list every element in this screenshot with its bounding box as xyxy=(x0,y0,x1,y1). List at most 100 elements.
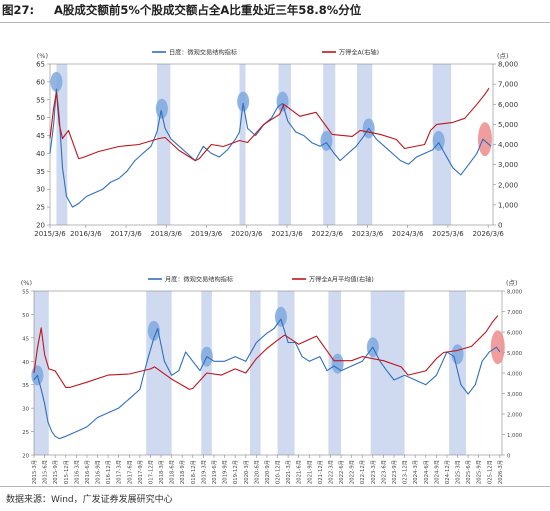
x-tick-label: 2022-12月 xyxy=(359,460,366,484)
x-tick-label: 2026-3月 xyxy=(497,460,504,484)
y2-tick-label: 0 xyxy=(498,222,502,230)
plot-frame xyxy=(33,290,503,456)
x-tick-label: 2023/3/6 xyxy=(352,230,384,238)
highlight-marker-1 xyxy=(155,98,168,119)
x-tick-label: 2025-3月 xyxy=(455,460,462,484)
highlight-marker-7 xyxy=(490,330,505,365)
x-tick-label: 2021-6月 xyxy=(296,460,303,484)
monthly-chart: 20 25 30 35 40 45 50 55 0 1,000 2,000 3,000 4,000 5,0… xyxy=(21,275,523,484)
x-tick-label: 2017-12月 xyxy=(147,460,154,484)
y-tick-label: 20 xyxy=(36,222,45,230)
x-tick-label: 2023-3月 xyxy=(370,460,377,484)
y-tick-label: 30 xyxy=(36,186,45,194)
x-tick-label: 2023-12月 xyxy=(402,460,409,484)
x-tick-label: 2020-9月 xyxy=(264,460,271,484)
x-tick-label: 2025-12月 xyxy=(486,460,493,484)
series-line-index xyxy=(49,87,490,162)
y2-tick-label: 0 xyxy=(507,454,511,460)
x-tick-label: 2020-3月 xyxy=(243,460,250,484)
x-tick-label: 2019-12月 xyxy=(232,460,239,484)
figure-title: A股成交额前5%个股成交额占全A比重处近三年58.8%分位 xyxy=(54,3,362,17)
y2-tick-label: 5,000 xyxy=(498,121,518,129)
x-tick-label: 2016/3/6 xyxy=(70,230,102,238)
x-tick-label: 2018-6月 xyxy=(169,460,176,484)
y-tick-label: 25 xyxy=(36,204,45,212)
daily-chart: 20 25 30 35 40 45 50 55 60 65 0 1,000 2,000 3,000 4,00… xyxy=(34,48,518,238)
x-tick-label: 2018-9月 xyxy=(179,460,186,484)
x-tick-label: 2015/3/6 xyxy=(34,230,66,238)
series-line-index xyxy=(33,315,499,390)
x-tick-label: 2026/3/6 xyxy=(472,230,504,238)
highlight-marker-0 xyxy=(50,71,63,92)
x-tick-label: 2021-3月 xyxy=(285,460,292,484)
y2-tick-label: 2,000 xyxy=(498,181,518,189)
y-tick-label: 50 xyxy=(22,313,29,319)
y2-tick-label: 6,000 xyxy=(498,101,518,109)
x-tick-label: 2022/3/6 xyxy=(312,230,344,238)
y2-tick-label: 5,000 xyxy=(507,351,523,357)
x-tick-label: 2020/3/6 xyxy=(231,230,263,238)
y-tick-label: 30 xyxy=(22,407,29,413)
y2-tick-label: 7,000 xyxy=(498,81,518,89)
shaded-period-1 xyxy=(146,291,172,455)
x-tick-label: 2019-3月 xyxy=(200,460,207,484)
legend-label: 万得全A(右轴) xyxy=(339,48,379,56)
y2-tick-label: 2,000 xyxy=(507,413,523,419)
y-tick-label: 35 xyxy=(22,383,29,389)
chart-area: 20 25 30 35 40 45 50 55 60 65 0 1,000 2,000 3,000 4,00… xyxy=(21,48,523,484)
x-tick-label: 2025-6月 xyxy=(465,460,472,484)
y2-tick-label: 1,000 xyxy=(507,433,523,439)
y2-tick-label: 8,000 xyxy=(507,290,523,296)
legend-label: 日度：微观交易结构指标 xyxy=(169,48,237,56)
plot-frame xyxy=(49,63,494,226)
highlight-marker-6 xyxy=(451,344,464,365)
y2-tick-label: 3,000 xyxy=(507,392,523,398)
x-tick-label: 2024-9月 xyxy=(433,460,440,484)
y-tick-label: 40 xyxy=(22,360,29,366)
x-tick-label: 2017-6月 xyxy=(126,460,133,484)
shaded-period-1 xyxy=(157,64,171,225)
shaded-period-5 xyxy=(328,291,342,455)
x-tick-label: 2015-9月 xyxy=(52,460,59,484)
shaded-period-3 xyxy=(250,291,261,455)
x-tick-label: 2025/3/6 xyxy=(432,230,464,238)
x-tick-label: 2015-3月 xyxy=(31,460,38,484)
x-tick-label: 2019-9月 xyxy=(222,460,229,484)
x-tick-label: 2022-6月 xyxy=(338,460,345,484)
right-axis-unit: (点) xyxy=(497,52,509,60)
shaded-period-6 xyxy=(370,291,405,455)
x-tick-label: 2021/3/6 xyxy=(271,230,303,238)
highlight-marker-7 xyxy=(477,122,492,157)
x-tick-label: 2024/3/6 xyxy=(392,230,424,238)
y-tick-label: 20 xyxy=(22,454,29,460)
shaded-period-3 xyxy=(278,64,292,225)
x-tick-label: 2016-9月 xyxy=(95,460,102,484)
highlight-marker-3 xyxy=(276,91,289,112)
y-tick-label: 55 xyxy=(22,290,29,296)
y2-tick-label: 4,000 xyxy=(507,372,523,378)
y-tick-label: 25 xyxy=(22,430,29,436)
shaded-period-0 xyxy=(56,64,68,225)
y-tick-label: 35 xyxy=(36,168,45,176)
x-tick-label: 2024-6月 xyxy=(423,460,430,484)
x-tick-label: 2022-9月 xyxy=(349,460,356,484)
x-tick-label: 2015-12月 xyxy=(63,460,70,484)
x-tick-label: 2018-3月 xyxy=(158,460,165,484)
x-tick-label: 2021-12月 xyxy=(317,460,324,484)
y2-tick-label: 8,000 xyxy=(498,61,518,69)
highlight-marker-1 xyxy=(147,320,160,341)
y2-tick-label: 1,000 xyxy=(498,201,518,209)
highlight-marker-4 xyxy=(320,130,333,151)
x-tick-label: 2016-6月 xyxy=(84,460,91,484)
highlight-marker-4 xyxy=(331,353,344,374)
x-tick-label: 2021-9月 xyxy=(306,460,313,484)
left-axis-unit: (%) xyxy=(37,52,48,60)
x-tick-label: 2017/3/6 xyxy=(110,230,142,238)
x-tick-label: 2023-9月 xyxy=(391,460,398,484)
right-axis-unit: (点) xyxy=(506,279,518,287)
y2-tick-label: 6,000 xyxy=(507,331,523,337)
x-tick-label: 2020-12月 xyxy=(275,460,282,484)
shaded-period-2 xyxy=(239,64,246,225)
x-tick-label: 2015-6月 xyxy=(42,460,49,484)
x-tick-label: 2020-6月 xyxy=(253,460,260,484)
